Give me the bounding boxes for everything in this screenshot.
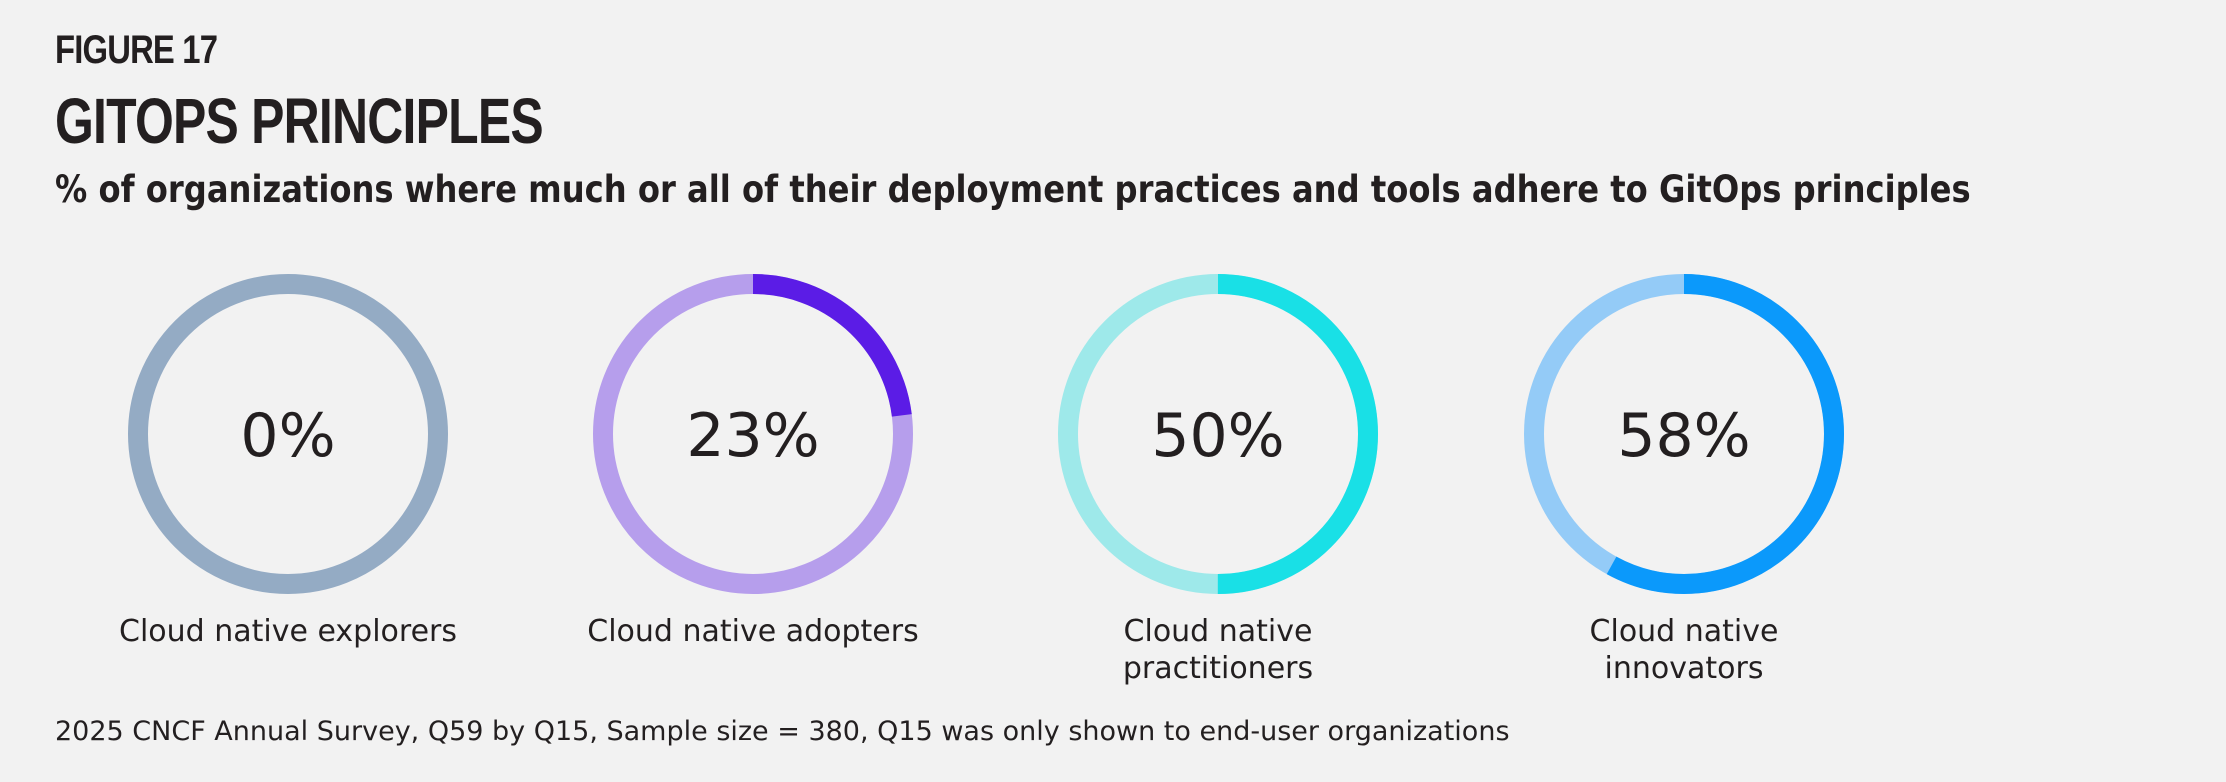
donut-value-arc bbox=[593, 274, 913, 594]
category-label: Cloud native innovators bbox=[1504, 613, 1864, 687]
category-label: Cloud native practitioners bbox=[1038, 613, 1398, 687]
category-label-line: Cloud native explorers bbox=[119, 614, 457, 649]
donut-value-label: 50% bbox=[1151, 401, 1284, 471]
donut-0: 0% bbox=[128, 274, 448, 594]
chart-subtitle: % of organizations where much or all of … bbox=[55, 168, 1971, 211]
donut-2: 50% bbox=[1058, 274, 1378, 594]
donut-track bbox=[128, 274, 448, 594]
donut-3: 58% bbox=[1524, 274, 1844, 594]
chart-title: GITOPS PRINCIPLES bbox=[55, 85, 544, 157]
donut-value-label: 58% bbox=[1617, 401, 1750, 471]
donut-value-label: 0% bbox=[240, 401, 335, 471]
figure-label: FIGURE 17 bbox=[55, 28, 218, 72]
category-label: Cloud native adopters bbox=[573, 613, 933, 650]
donut-value-label: 23% bbox=[686, 401, 819, 471]
donut-value-arc bbox=[1058, 274, 1378, 594]
category-label: Cloud native explorers bbox=[108, 613, 468, 650]
category-label-line: practitioners bbox=[1122, 651, 1314, 686]
donut-value-arc bbox=[1524, 274, 1844, 594]
category-label-line: innovators bbox=[1604, 651, 1764, 686]
category-label-line: Cloud native bbox=[1123, 614, 1313, 649]
source-footnote: 2025 CNCF Annual Survey, Q59 by Q15, Sam… bbox=[55, 716, 1510, 747]
category-label-line: Cloud native adopters bbox=[587, 614, 919, 649]
category-label-line: Cloud native bbox=[1589, 614, 1779, 649]
donut-1: 23% bbox=[593, 274, 913, 594]
